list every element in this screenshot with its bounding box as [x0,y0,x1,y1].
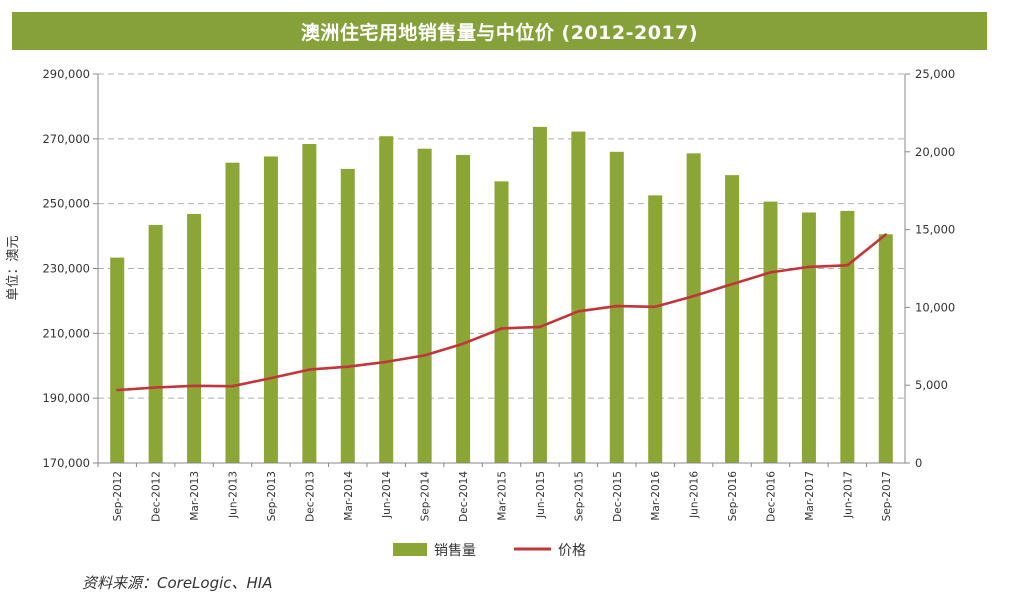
x-tick-label: Mar-2016 [650,471,662,521]
bar-Mar-2017 [801,212,816,463]
price-point-Mar-2016 [654,305,657,308]
bar-Dec-2013 [302,144,317,463]
x-tick-label: Mar-2013 [189,471,201,521]
x-tick-label: Dec-2015 [612,471,624,522]
x-tick-label: Dec-2013 [304,471,316,522]
x-tick-label: Dec-2012 [151,471,163,522]
price-point-Sep-2014 [423,354,426,357]
x-tick-label: Sep-2017 [881,471,893,521]
left-tick-label: 290,000 [42,67,90,81]
bar-Jun-2013 [225,162,240,463]
right-tick-label: 25,000 [915,67,955,81]
line-series [116,233,887,392]
x-tick-label: Sep-2015 [573,471,585,521]
legend-label-line: 价格 [558,543,586,559]
bar-Sep-2015 [571,131,586,463]
bar-Mar-2013 [187,214,202,463]
price-point-Dec-2015 [615,304,618,308]
x-tick-label: Mar-2015 [497,471,509,521]
x-tick-label: Jun-2013 [228,471,240,519]
price-point-Sep-2016 [730,282,734,286]
bar-Sep-2014 [417,148,432,464]
x-tick-label: Jun-2016 [689,471,701,519]
left-tick-label: 230,000 [42,262,90,276]
bar-Jun-2017 [840,210,855,463]
x-tick-label: Mar-2014 [343,471,355,521]
x-tick-label: Sep-2014 [420,471,432,522]
legend-swatch-bar [393,543,427,556]
price-point-Jun-2014 [385,360,388,364]
chart-title: 澳洲住宅用地销售量与中位价 (2012-2017) [300,21,699,44]
right-tick-label: 5,000 [915,378,948,392]
left-tick-label: 210,000 [42,326,90,340]
price-point-Jun-2016 [692,294,695,298]
x-tick-label: Jun-2015 [535,471,547,519]
price-point-Sep-2017 [884,233,887,236]
price-point-Dec-2016 [769,271,772,274]
left-tick-label: 270,000 [42,132,90,146]
x-tick-label: Sep-2012 [112,471,124,521]
bar-Mar-2015 [494,181,509,463]
bar-Mar-2016 [648,195,663,464]
price-point-Dec-2012 [154,386,157,389]
legend: 销售量 价格 [393,543,586,559]
y-axis-label: 单位：澳元 [5,235,21,300]
bar-Dec-2014 [456,154,471,464]
bar-Sep-2016 [725,175,740,463]
bar-Dec-2016 [763,201,778,464]
price-point-Sep-2013 [269,376,273,380]
left-axis-ticks: 170,000 190,000 210,000 230,000 250,000 270,0… [42,67,98,470]
left-tick-label: 170,000 [42,456,90,470]
price-point-Dec-2013 [308,368,311,371]
bar-Dec-2012 [148,224,163,463]
price-point-Dec-2014 [461,342,465,345]
x-tick-label: Mar-2017 [804,471,816,521]
price-point-Jun-2017 [846,264,849,267]
x-tick-label: Sep-2013 [266,471,278,521]
bar-Jun-2015 [532,126,547,464]
price-point-Mar-2013 [192,384,196,388]
x-tick-label: Jun-2017 [842,471,854,519]
right-tick-label: 20,000 [915,145,955,159]
bar-Jun-2016 [686,153,701,463]
price-point-Mar-2017 [807,265,811,269]
price-point-Mar-2014 [346,365,349,368]
bar-series [110,126,893,464]
bar-Sep-2012 [110,257,125,463]
left-tick-label: 190,000 [42,391,90,405]
source-note: 资料来源：CoreLogic、HIA [82,574,273,592]
price-point-Jun-2013 [231,384,234,388]
price-point-Jun-2015 [538,325,542,329]
legend-label-bar: 销售量 [434,543,476,559]
x-tick-label: Dec-2014 [458,471,470,522]
bar-Sep-2013 [263,156,278,463]
x-tick-label: Dec-2016 [766,471,778,522]
right-tick-label: 15,000 [915,223,955,237]
chart-title-bar: 澳洲住宅用地销售量与中位价 (2012-2017) [12,12,987,50]
bar-Mar-2014 [340,168,355,463]
bar-Sep-2017 [878,234,893,463]
right-axis-ticks: 0 5,000 10,000 15,000 20,000 25,000 [905,67,955,470]
right-tick-label: 0 [915,456,922,470]
price-point-Mar-2015 [500,327,503,330]
left-tick-label: 250,000 [42,197,90,211]
x-tick-label: Jun-2014 [381,471,393,519]
price-point-Sep-2012 [116,388,119,392]
bar-Jun-2014 [379,136,394,464]
right-tick-label: 10,000 [915,300,955,314]
price-point-Sep-2015 [577,310,580,313]
x-tick-label: Sep-2016 [727,471,739,522]
x-axis-ticks: Sep-2012 Dec-2012 Mar-2013 Jun-2013 Sep-2013… [97,463,893,522]
